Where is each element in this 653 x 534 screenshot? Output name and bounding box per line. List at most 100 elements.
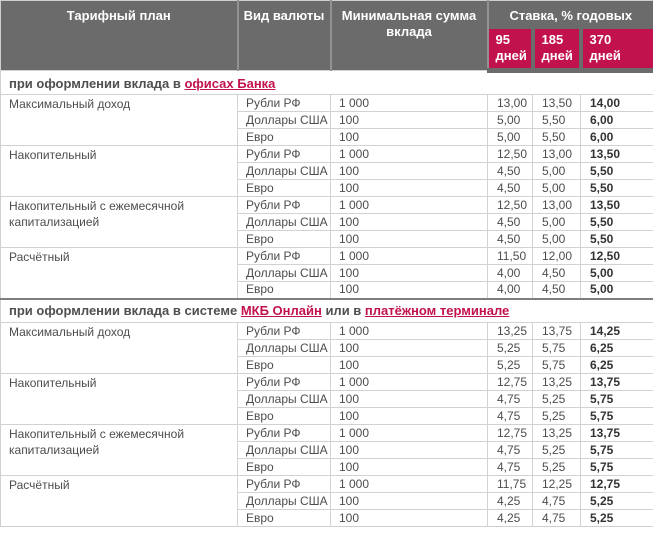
currency-cell: Рубли РФ — [237, 145, 331, 163]
min-sum-cell: 1 000 — [330, 424, 488, 442]
rate-cell-185-days: 5,75 — [532, 356, 581, 374]
column-header-rate-group: Ставка, % годовых — [486, 0, 653, 29]
data-row: Накопительный с ежемесячной капитализаци… — [0, 424, 653, 476]
rate-cell-370-days: 5,50 — [579, 213, 653, 231]
min-sum-cell: 100 — [330, 162, 488, 180]
min-sum-cell: 100 — [330, 339, 488, 357]
min-sum-cell: 100 — [330, 441, 488, 459]
currency-cell: Рубли РФ — [237, 373, 331, 391]
rate-cell-95-days: 12,75 — [487, 424, 533, 442]
rate-cell-95-days: 4,75 — [487, 441, 533, 459]
currency-cell: Рубли РФ — [237, 94, 331, 112]
rate-cell-95-days: 4,75 — [487, 390, 533, 408]
rate-cell-370-days: 13,50 — [579, 196, 653, 214]
rate-cell-95-days: 4,75 — [487, 458, 533, 476]
rate-cell-95-days: 4,75 — [487, 407, 533, 425]
rate-cell-95-days: 4,50 — [487, 162, 533, 180]
rate-cell-95-days: 12,75 — [487, 373, 533, 391]
rate-cell-370-days: 12,50 — [579, 247, 653, 265]
section-link[interactable]: МКБ Онлайн — [240, 303, 322, 319]
min-sum-cell: 100 — [330, 492, 488, 510]
section-link[interactable]: офисах Банка — [184, 76, 276, 91]
data-row: Евро 100 5,00 5,50 6,00 — [1, 128, 653, 146]
rate-cell-370-days: 5,75 — [579, 407, 653, 425]
rate-cell-185-days: 5,75 — [532, 339, 581, 357]
rate-cell-185-days: 12,00 — [532, 247, 581, 265]
currency-cell: Доллары США — [237, 492, 331, 510]
currency-cell: Евро — [237, 356, 331, 374]
rate-cell-370-days: 6,25 — [579, 356, 653, 374]
min-sum-cell: 1 000 — [330, 94, 488, 112]
plan-name-cell: Расчётный — [0, 247, 238, 299]
section-title: при оформлении вклада в офисах Банка — [0, 70, 653, 95]
data-row: Расчётный Рубли РФ 1 000 11,50 12,00 12,50 — [0, 247, 653, 299]
currency-cell: Доллары США — [237, 264, 331, 282]
min-sum-cell: 1 000 — [330, 373, 488, 391]
data-row: Евро 100 4,50 5,00 5,50 — [1, 179, 653, 197]
currency-cell: Евро — [237, 128, 331, 146]
rate-cell-95-days: 13,00 — [487, 94, 533, 112]
rate-cell-370-days: 6,00 — [579, 128, 653, 146]
plan-name-cell: Накопительный — [0, 373, 238, 425]
min-sum-cell: 1 000 — [330, 145, 488, 163]
data-row: Доллары США 100 4,50 5,00 5,50 — [1, 162, 653, 180]
currency-cell: Рубли РФ — [237, 196, 331, 214]
rate-cell-185-days: 5,00 — [532, 213, 581, 231]
term-number: 370 — [589, 31, 612, 47]
rate-cell-185-days: 5,50 — [532, 128, 581, 146]
currency-cell: Евро — [237, 509, 331, 527]
min-sum-cell: 1 000 — [330, 247, 488, 265]
rate-cell-370-days: 5,25 — [579, 492, 653, 510]
section-title-text: при оформлении вклада в — [9, 76, 185, 91]
data-row: Евро 100 4,50 5,00 5,50 — [1, 230, 653, 248]
rate-cell-185-days: 4,75 — [532, 492, 581, 510]
data-row: Доллары США 100 4,25 4,75 5,25 — [1, 492, 653, 510]
data-row: Накопительный Рубли РФ 1 000 12,75 13,25 13,7… — [0, 373, 653, 425]
rate-cell-370-days: 12,75 — [579, 475, 653, 493]
rate-cell-185-days: 13,75 — [532, 322, 581, 340]
rate-cell-185-days: 5,25 — [532, 458, 581, 476]
min-sum-cell: 100 — [330, 390, 488, 408]
column-header-term-370-days: 370 дней — [578, 28, 653, 73]
rate-cell-95-days: 4,50 — [487, 230, 533, 248]
rate-cell-95-days: 4,50 — [487, 213, 533, 231]
min-sum-cell: 1 000 — [330, 475, 488, 493]
plan-name-cell: Максимальный доход — [0, 94, 238, 146]
rate-cell-185-days: 13,25 — [532, 373, 581, 391]
rate-cell-370-days: 5,25 — [579, 509, 653, 527]
min-sum-cell: 100 — [330, 264, 488, 282]
section-title: при оформлении вклада в системе МКБ Онла… — [0, 297, 653, 323]
min-sum-cell: 100 — [330, 407, 488, 425]
section-title-text: или в — [321, 303, 365, 319]
currency-cell: Доллары США — [237, 441, 331, 459]
rate-cell-185-days: 13,50 — [532, 94, 581, 112]
rate-cell-95-days: 5,25 — [487, 356, 533, 374]
data-row: Евро 100 5,25 5,75 6,25 — [1, 356, 653, 374]
currency-cell: Евро — [237, 281, 331, 299]
rate-cell-370-days: 5,75 — [579, 441, 653, 459]
rate-cell-370-days: 6,25 — [579, 339, 653, 357]
currency-cell: Рубли РФ — [237, 247, 331, 265]
data-row: Доллары США 100 5,25 5,75 6,25 — [1, 339, 653, 357]
currency-cell: Доллары США — [237, 213, 331, 231]
rate-cell-370-days: 13,50 — [579, 145, 653, 163]
column-header-term-95-days: 95 дней — [486, 28, 533, 73]
section-link[interactable]: платёжном терминале — [364, 303, 510, 319]
plan-name-cell: Накопительный с ежемесячной капитализаци… — [0, 196, 238, 248]
currency-cell: Доллары США — [237, 390, 331, 408]
rate-cell-185-days: 5,00 — [532, 179, 581, 197]
min-sum-cell: 100 — [330, 230, 488, 248]
rate-cell-185-days: 4,75 — [532, 509, 581, 527]
currency-cell: Евро — [237, 458, 331, 476]
column-header-plan: Тарифный план — [0, 0, 238, 71]
section-title-text: при оформлении вклада в системе — [9, 303, 241, 319]
min-sum-cell: 100 — [330, 356, 488, 374]
min-sum-cell: 100 — [330, 509, 488, 527]
table-body: при оформлении вклада в офисах Банка Макс… — [0, 70, 653, 527]
rate-cell-370-days: 5,50 — [579, 230, 653, 248]
section-header-row: при оформлении вклада в системе МКБ Онла… — [0, 297, 653, 323]
rate-cell-370-days: 13,75 — [579, 424, 653, 442]
min-sum-cell: 100 — [330, 179, 488, 197]
